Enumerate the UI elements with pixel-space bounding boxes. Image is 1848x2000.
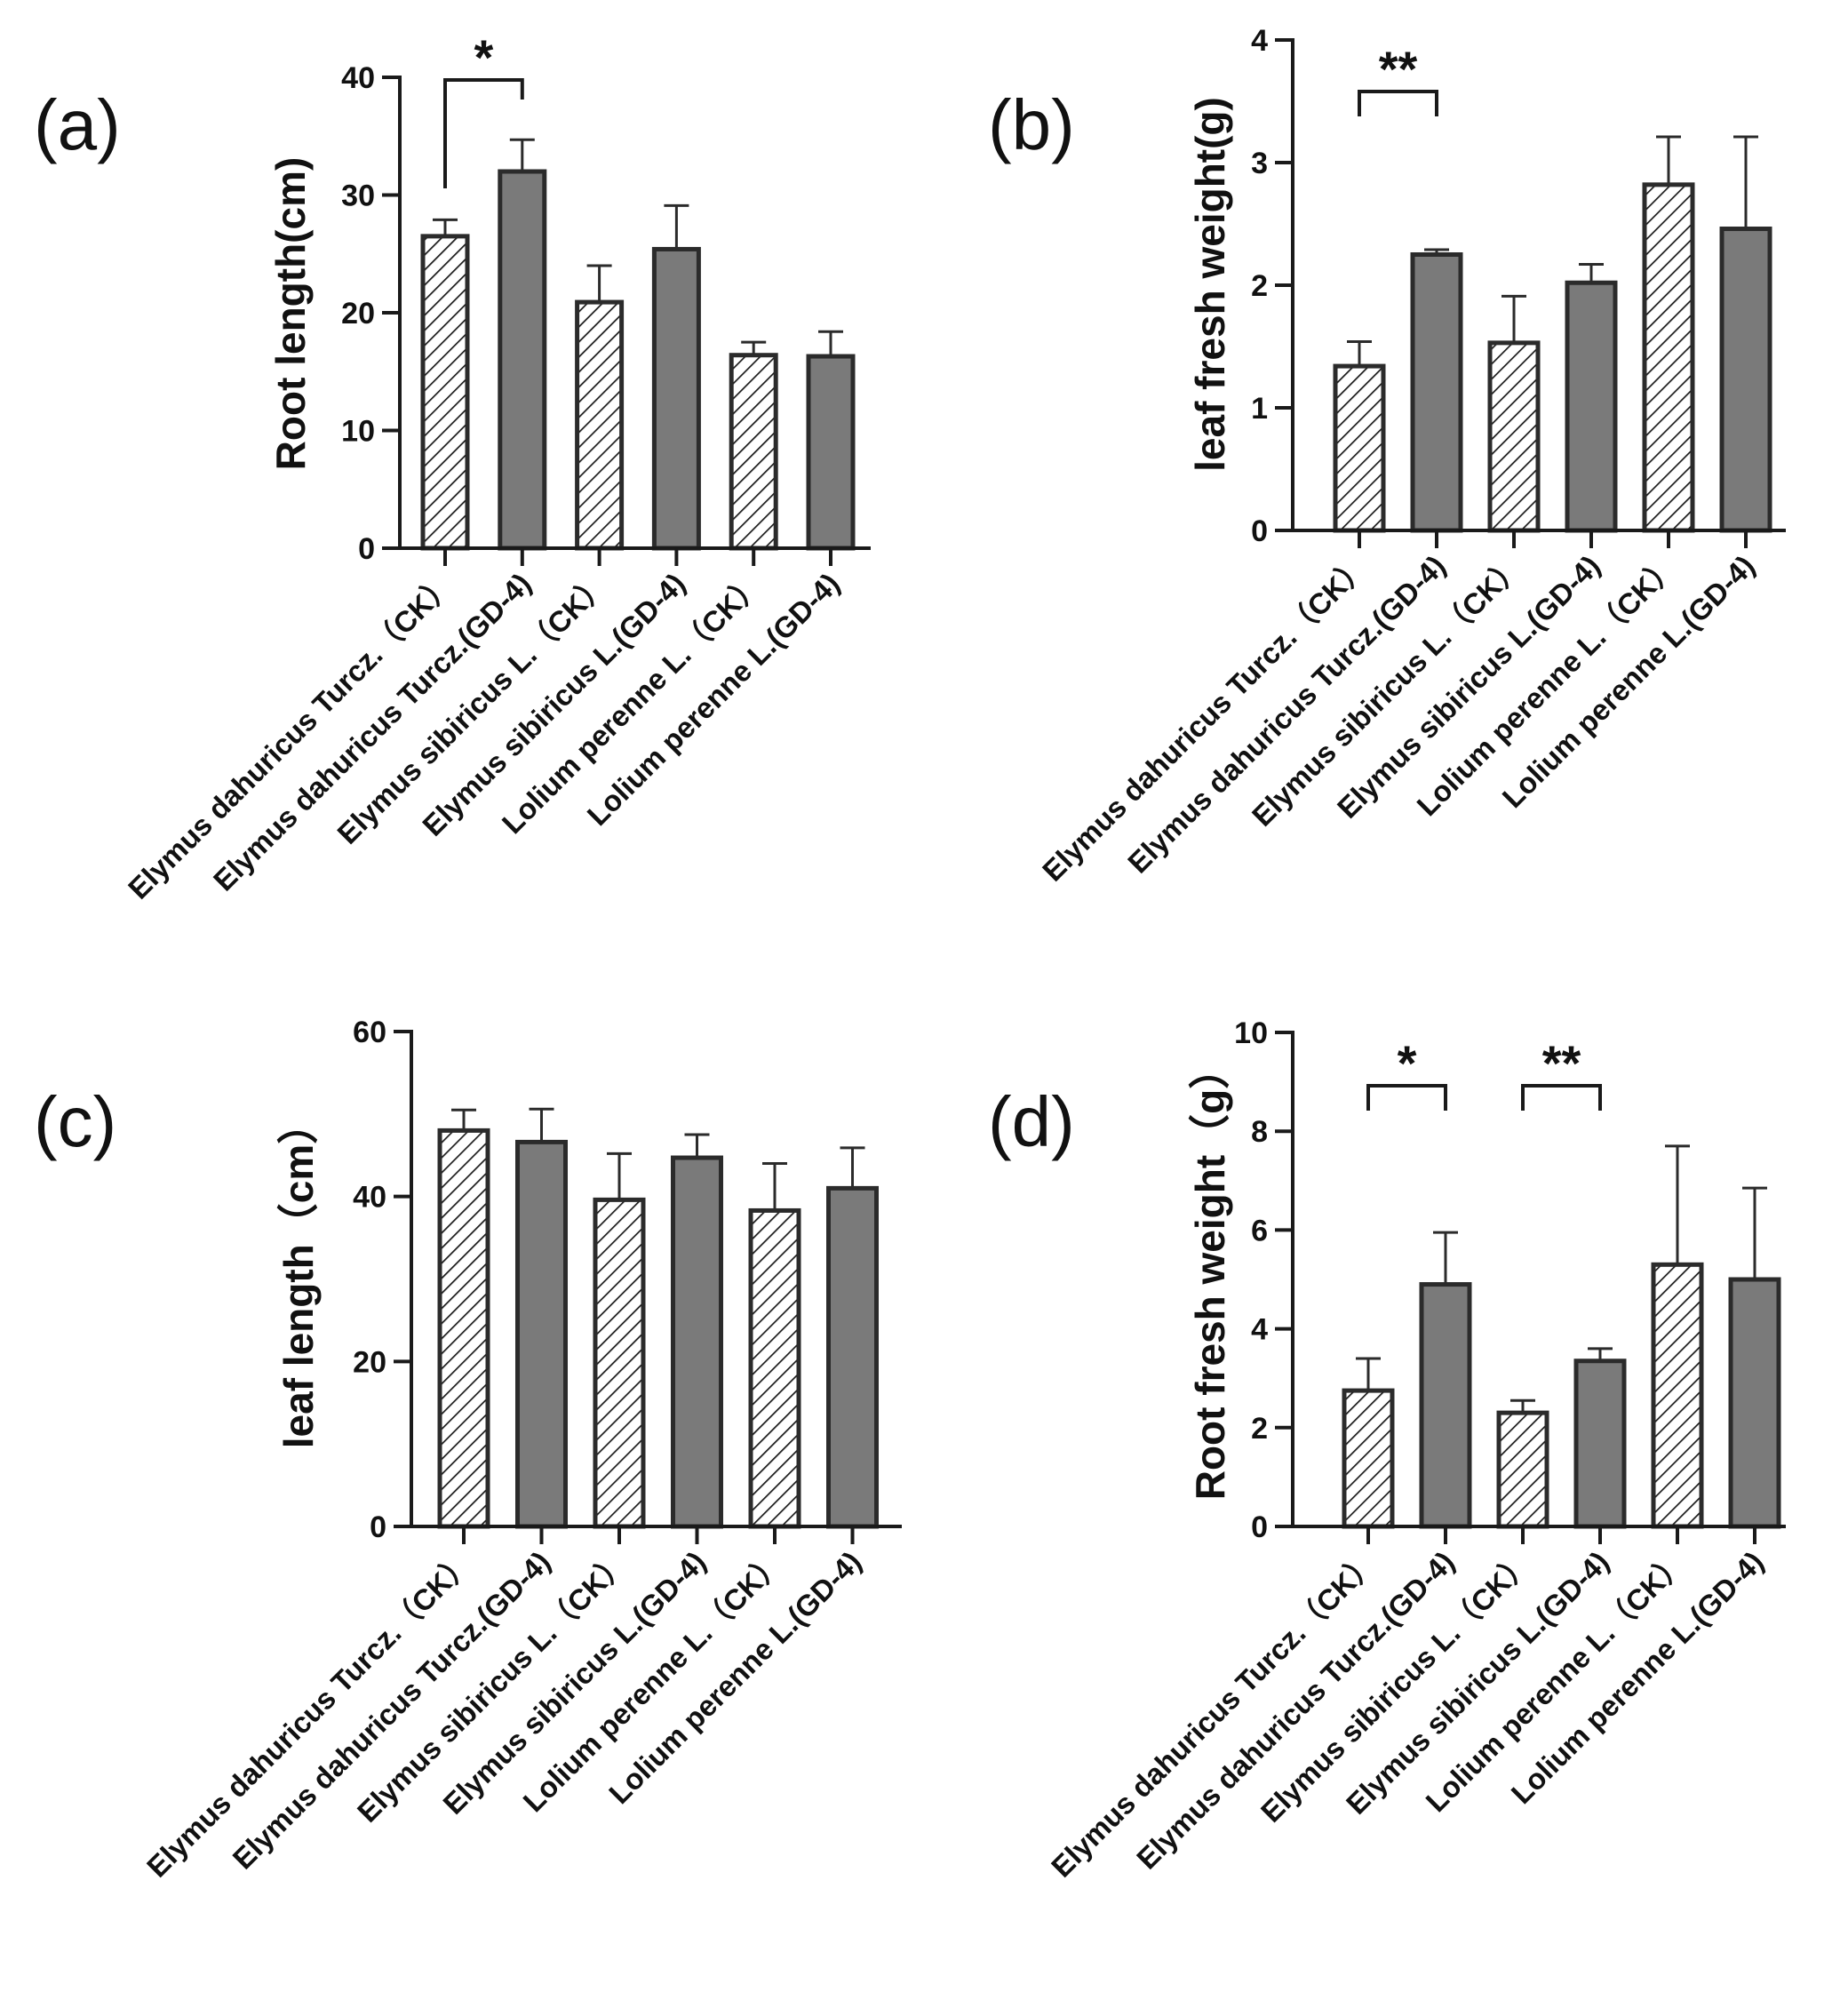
panel-a-y-tick-label: 30 xyxy=(341,179,375,213)
panel-a-bars xyxy=(420,138,856,551)
panel-d-y-tick-label: 0 xyxy=(1251,1510,1268,1544)
panel-d-bar xyxy=(1728,1277,1781,1529)
panel-c-y-tick-label: 0 xyxy=(370,1510,386,1544)
panel-b-y-tick-label: 3 xyxy=(1251,147,1268,180)
panel-a-y-tick-label: 0 xyxy=(358,532,375,566)
panel-a-category-labels: Elymus dahuricus Turcz.（CK）Elymus dahuri… xyxy=(122,567,846,905)
panel-d-category-label: Elymus dahuricus Turcz.(GD-4) xyxy=(1130,1545,1461,1876)
panel-b-y-tick-label: 2 xyxy=(1251,269,1268,303)
panel-b-label: (b) xyxy=(988,85,1075,164)
panel-d-y-tick-label: 4 xyxy=(1251,1313,1268,1347)
panel-b-y-tick-label: 1 xyxy=(1251,392,1268,426)
panel-c-y-tick-label: 60 xyxy=(353,1016,386,1049)
panel-c-category-label: Elymus dahuricus Turcz.(GD-4) xyxy=(227,1545,557,1876)
panel-a-sig-label: * xyxy=(474,29,494,85)
panel-d-y-tick-label: 8 xyxy=(1251,1115,1268,1149)
panel-d-bars xyxy=(1342,1144,1781,1529)
panel-b-bar xyxy=(1565,280,1618,533)
panel-b-y-axis-title: leaf fresh weight(g) xyxy=(1187,97,1233,472)
panel-b-sig-label: ** xyxy=(1379,41,1418,97)
panel-a-bar xyxy=(806,354,856,551)
panel-c-y-tick-label: 40 xyxy=(353,1181,386,1215)
panel-d-axes xyxy=(1291,1031,1786,1544)
panel-d-sig-label: * xyxy=(1398,1035,1417,1091)
panel-c-bar xyxy=(671,1155,723,1529)
panel-d-label: (d) xyxy=(988,1082,1075,1161)
panel-a-bar xyxy=(651,246,701,551)
panel-d-bar xyxy=(1342,1388,1395,1529)
panel-c-bar xyxy=(748,1207,801,1529)
panel-b-significance: ** xyxy=(1358,41,1438,116)
panel-b-category-label: Elymus dahuricus Turcz.(GD-4) xyxy=(1121,549,1452,880)
panel-a-chart: (a) Root length(cm) 0 10 20 30 40 * Elymus d… xyxy=(34,29,871,905)
panel-b-chart: (b) leaf fresh weight(g) 0 1 2 3 4 ** Elymus… xyxy=(988,24,1786,888)
panel-c-label: (c) xyxy=(34,1082,116,1161)
panel-d-y-tick-label: 6 xyxy=(1251,1214,1268,1247)
panel-b-bar xyxy=(1719,227,1772,533)
panel-c-y-ticks: 0 20 40 60 xyxy=(353,1016,411,1544)
panel-a-bar xyxy=(575,299,625,551)
panel-b-y-ticks: 0 1 2 3 4 xyxy=(1251,24,1293,548)
panel-b-axes xyxy=(1291,38,1786,548)
panel-c-chart: (c) leaf length（cm） 0 20 40 60 Elymus dahur… xyxy=(34,1016,902,1884)
panel-b-category-labels: Elymus dahuricus Turcz.（CK）Elymus dahuri… xyxy=(1036,549,1761,888)
panel-b-bar xyxy=(1642,182,1695,533)
panel-a-y-tick-label: 40 xyxy=(341,61,375,95)
panel-b-y-tick-label: 4 xyxy=(1251,24,1268,58)
panel-d-bar xyxy=(1496,1410,1549,1529)
panel-a-y-tick-label: 20 xyxy=(341,297,375,331)
panel-a-bar xyxy=(729,353,778,551)
panel-a-label: (a) xyxy=(34,85,121,164)
panel-b-bar xyxy=(1487,340,1541,533)
panel-a-significance: * xyxy=(443,29,524,188)
panel-d-category-label: Elymus dahuricus Turcz.（CK） xyxy=(1045,1545,1383,1884)
panel-c-category-label: Elymus dahuricus Turcz.（CK） xyxy=(140,1545,479,1884)
panel-c-bar xyxy=(826,1185,879,1529)
panel-d-bar xyxy=(1573,1359,1627,1529)
panel-a-axes xyxy=(398,76,871,566)
panel-a-y-axis-title: Root length(cm) xyxy=(267,157,314,471)
panel-b-bars xyxy=(1333,135,1772,533)
panel-d-y-axis-title: Root fresh weight（g） xyxy=(1187,1048,1233,1501)
panel-a-category-label: Elymus dahuricus Turcz.(GD-4) xyxy=(207,567,538,897)
panel-a-y-tick-label: 10 xyxy=(341,415,375,449)
panel-a-bar xyxy=(420,234,470,551)
panel-d-y-tick-label: 10 xyxy=(1234,1016,1268,1050)
panel-d-bar xyxy=(1651,1262,1704,1529)
panel-b-bar xyxy=(1410,252,1463,533)
panel-b-y-tick-label: 0 xyxy=(1251,514,1268,548)
panel-a-y-ticks: 0 10 20 30 40 xyxy=(341,61,400,566)
panel-c-y-axis-title: leaf length（cm） xyxy=(275,1104,322,1449)
panel-d-significance: * ** xyxy=(1366,1035,1602,1111)
panel-c-bars xyxy=(437,1107,879,1529)
panel-c-bar xyxy=(437,1127,490,1529)
panel-c-y-tick-label: 20 xyxy=(353,1345,386,1379)
panel-d-sig-label: ** xyxy=(1542,1035,1581,1091)
panel-c-bar xyxy=(515,1139,568,1529)
panel-c-axes xyxy=(410,1030,902,1544)
panel-c-category-labels: Elymus dahuricus Turcz.（CK）Elymus dahuri… xyxy=(140,1545,868,1884)
panel-d-y-ticks: 0 2 4 6 8 10 xyxy=(1234,1016,1293,1544)
panel-b-category-label: Elymus dahuricus Turcz.（CK） xyxy=(1036,549,1374,888)
panel-c-bar xyxy=(593,1197,646,1529)
panel-b-bar xyxy=(1333,363,1386,533)
panel-a-bar xyxy=(498,169,547,551)
panel-d-category-labels: Elymus dahuricus Turcz.（CK）Elymus dahuri… xyxy=(1045,1545,1770,1884)
panel-d-bar xyxy=(1419,1282,1472,1529)
panel-a-category-label: Elymus dahuricus Turcz.（CK） xyxy=(122,567,460,905)
panel-d-y-tick-label: 2 xyxy=(1251,1412,1268,1446)
